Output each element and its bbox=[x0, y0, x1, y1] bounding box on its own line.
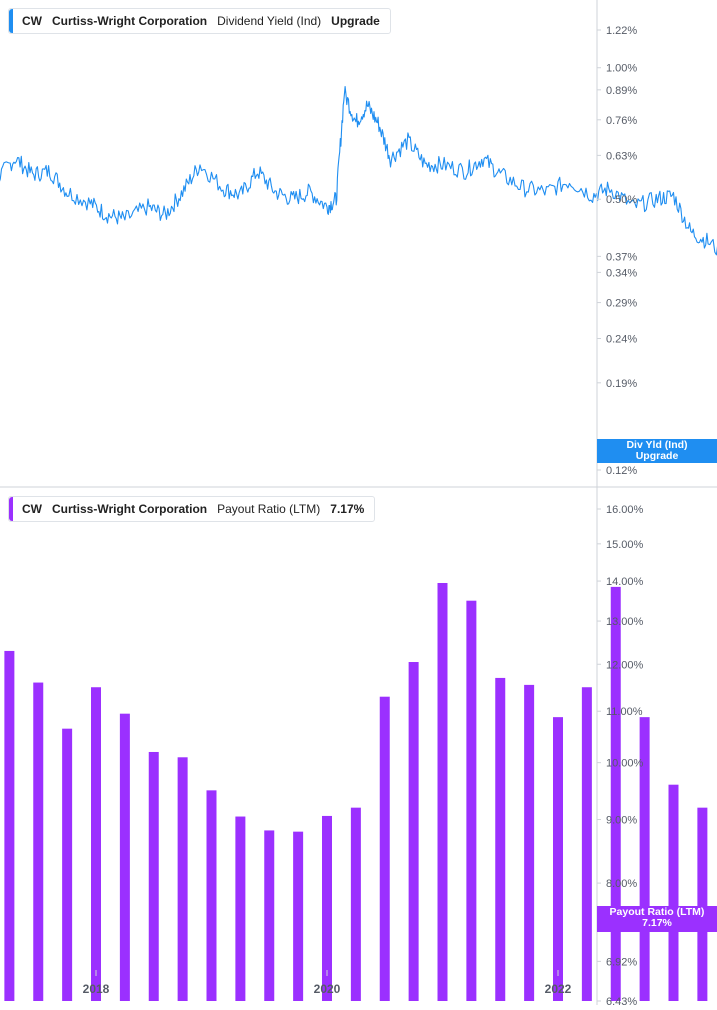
top-y-tick-label: 0.37% bbox=[606, 251, 637, 263]
payout-bar bbox=[668, 784, 679, 1001]
payout-bar bbox=[33, 682, 44, 1001]
bottom-legend-metric: Payout Ratio (LTM) bbox=[217, 502, 321, 516]
top-legend-color-bar bbox=[9, 9, 13, 33]
bottom-legend-company: Curtiss-Wright Corporation bbox=[52, 502, 208, 516]
bottom-y-tick-label: 12.00% bbox=[606, 659, 644, 671]
dividend-yield-line bbox=[0, 85, 717, 256]
top-y-tick-label: 1.00% bbox=[606, 63, 637, 75]
top-y-tick-label: 1.22% bbox=[606, 25, 637, 37]
payout-bar bbox=[91, 687, 101, 1001]
payout-bar bbox=[235, 816, 246, 1001]
payout-bar bbox=[697, 807, 708, 1001]
bottom-badge-line1: Payout Ratio (LTM) bbox=[609, 906, 705, 918]
top-legend-value[interactable]: Upgrade bbox=[331, 14, 380, 28]
bottom-y-tick-label: 16.00% bbox=[606, 504, 644, 516]
payout-bar bbox=[437, 582, 448, 1001]
bottom-badge-line2: 7.17% bbox=[642, 917, 672, 929]
bottom-y-tick-label: 13.00% bbox=[606, 616, 644, 628]
bottom-y-tick-label: 9.00% bbox=[606, 815, 637, 827]
payout-bar bbox=[350, 807, 361, 1001]
bottom-legend-value: 7.17% bbox=[330, 502, 365, 516]
top-y-tick-label: 0.29% bbox=[606, 298, 637, 310]
bottom-y-tick-label: 8.00% bbox=[606, 878, 637, 890]
top-legend-company: Curtiss-Wright Corporation bbox=[52, 14, 208, 28]
bottom-y-tick-label: 15.00% bbox=[606, 539, 644, 551]
top-value-badge: Div Yld (Ind) Upgrade bbox=[597, 439, 717, 463]
bottom-y-tick-label: 11.00% bbox=[606, 706, 643, 718]
top-legend-metric: Dividend Yield (Ind) bbox=[217, 14, 322, 28]
top-y-tick-label: 0.34% bbox=[606, 267, 637, 279]
top-y-tick-label: 0.50% bbox=[606, 194, 637, 206]
payout-bar bbox=[553, 717, 563, 1001]
top-badge-line2: Upgrade bbox=[635, 450, 679, 462]
bottom-y-tick-label: 10.00% bbox=[606, 758, 644, 770]
payout-bar bbox=[408, 662, 419, 1001]
payout-bar bbox=[293, 831, 304, 1001]
payout-bar bbox=[379, 696, 390, 1001]
payout-bar bbox=[495, 677, 506, 1001]
bottom-y-tick-label: 6.43% bbox=[606, 996, 637, 1005]
bottom-y-tick-label: 14.00% bbox=[606, 576, 644, 588]
payout-bar bbox=[524, 684, 535, 1001]
bottom-y-tick-label: 6.92% bbox=[606, 956, 637, 968]
top-y-tick-label: 0.24% bbox=[606, 333, 637, 345]
x-tick-label: 2018 bbox=[83, 982, 110, 996]
payout-bar bbox=[610, 586, 621, 1001]
payout-bar bbox=[62, 728, 73, 1001]
top-y-tick-label: 0.19% bbox=[606, 378, 637, 390]
top-y-tick-label: 0.12% bbox=[606, 465, 637, 477]
payout-bar bbox=[4, 650, 15, 1001]
x-tick-label: 2022 bbox=[545, 982, 572, 996]
payout-bar bbox=[466, 600, 477, 1001]
bottom-legend: CW Curtiss-Wright Corporation Payout Rat… bbox=[8, 496, 376, 522]
top-legend: CW Curtiss-Wright Corporation Dividend Y… bbox=[8, 8, 391, 34]
top-y-tick-label: 0.63% bbox=[606, 150, 637, 162]
payout-bar bbox=[322, 815, 332, 1001]
payout-bar bbox=[148, 751, 159, 1001]
top-y-tick-label: 0.89% bbox=[606, 85, 637, 97]
payout-bar bbox=[264, 830, 275, 1001]
payout-bar bbox=[639, 717, 650, 1001]
payout-bar bbox=[177, 757, 188, 1001]
bottom-value-badge: Payout Ratio (LTM) 7.17% bbox=[597, 906, 717, 932]
top-badge-line1: Div Yld (Ind) bbox=[626, 439, 688, 451]
bottom-legend-color-bar bbox=[9, 497, 13, 521]
top-legend-ticker: CW bbox=[22, 14, 42, 28]
top-y-tick-label: 0.76% bbox=[606, 115, 637, 127]
payout-bar bbox=[119, 713, 130, 1001]
x-tick-label: 2020 bbox=[314, 982, 341, 996]
bottom-legend-ticker: CW bbox=[22, 502, 42, 516]
payout-bar bbox=[206, 790, 217, 1001]
payout-bar bbox=[581, 687, 592, 1001]
